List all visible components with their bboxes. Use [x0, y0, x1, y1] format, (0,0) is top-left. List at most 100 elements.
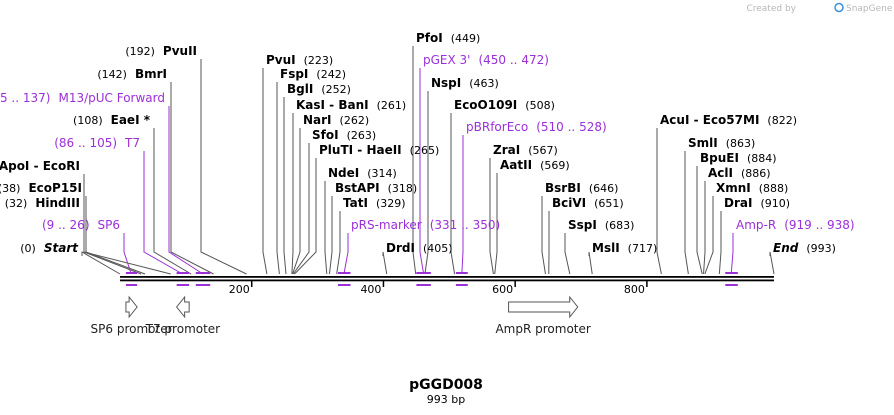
enzyme-name: Start: [44, 241, 79, 255]
connector-amp-r: [730, 233, 734, 275]
feature-name: Amp-R: [736, 218, 776, 232]
site-position: (863): [726, 137, 756, 150]
connector-fspi: [276, 82, 280, 275]
label-bmri: BmrI (142): [97, 67, 167, 81]
site-position: (569): [540, 159, 570, 172]
label-pfoi: PfoI (449): [416, 31, 480, 45]
enzyme-name: BpuEI: [700, 151, 739, 165]
label-bsrbi: BsrBI (646): [545, 181, 618, 195]
site-position: (108): [73, 114, 103, 127]
site-position: (263): [347, 129, 377, 142]
connector-kasi-bani: [291, 113, 294, 275]
connector-bgli: [283, 97, 287, 275]
site-position: (919 .. 938): [784, 218, 854, 232]
label-bpuei: BpuEI (884): [700, 151, 777, 165]
label-acui-eco57mi: AcuI - Eco57MI (822): [660, 113, 797, 127]
connector-t7: [143, 151, 183, 275]
enzyme-name: BciVI: [552, 196, 586, 210]
label-zrai: ZraI (567): [493, 143, 558, 157]
connector-pbrforeco: [461, 135, 464, 275]
promoter-label-t7-promoter: T7 promoter: [145, 322, 221, 336]
site-position: (331 .. 350): [430, 218, 500, 232]
label-ecoo109i: EcoO109I (508): [454, 98, 555, 112]
brand-text: SnapGene: [846, 4, 893, 14]
axis-tick-label: 800: [624, 283, 645, 296]
connector-sfoi: [292, 143, 310, 275]
label-pgex-3: pGEX 3' (450 .. 472): [423, 53, 549, 67]
feature-name: T7: [124, 136, 140, 150]
connector-tati: [336, 211, 341, 275]
enzyme-name: DraI: [724, 196, 752, 210]
connector-pluti-haeii: [294, 158, 317, 275]
label-amp-r: Amp-R (919 .. 938): [736, 218, 855, 232]
label-xmni: XmnI (888): [716, 181, 788, 195]
site-position: (32): [5, 197, 28, 210]
feature-name: pGEX 3': [423, 53, 470, 67]
site-position: (449): [451, 32, 481, 45]
site-position: (318): [388, 182, 418, 195]
site-position: (265): [410, 144, 440, 157]
label-t7: T7 (86 .. 105): [54, 136, 140, 150]
enzyme-name: AcuI - Eco57MI: [660, 113, 759, 127]
enzyme-name: AatII: [500, 158, 532, 172]
label-drdi: DrdI (405): [386, 241, 453, 255]
site-position: (86 .. 105): [54, 136, 117, 150]
enzyme-name: BstAPI: [335, 181, 380, 195]
enzyme-name: SmlI: [688, 136, 718, 150]
label-bcivi: BciVI (651): [552, 196, 624, 210]
label-bgli: BglI (252): [287, 82, 351, 96]
enzyme-name: TatI: [343, 196, 368, 210]
enzyme-name: XmnI: [716, 181, 751, 195]
enzyme-name: HindIII: [35, 196, 80, 210]
enzyme-name: PfoI: [416, 31, 443, 45]
site-position: (314): [367, 167, 397, 180]
label-start: Start (0): [20, 241, 79, 255]
enzyme-name: KasI - BanI: [296, 98, 369, 112]
label-aatii: AatII (569): [500, 158, 570, 172]
site-position: (329): [376, 197, 406, 210]
enzyme-name: EcoP15I: [28, 181, 82, 195]
site-position: (651): [594, 197, 624, 210]
enzyme-name: NdeI: [328, 166, 359, 180]
enzyme-name: BmrI: [135, 67, 167, 81]
label-end: End (993): [773, 241, 836, 255]
site-position: (508): [525, 99, 555, 112]
site-position: (142): [97, 68, 127, 81]
connector-start: [81, 251, 121, 275]
site-position: (242): [316, 68, 346, 81]
enzyme-name: AclI: [708, 166, 733, 180]
label-prs-marker: pRS-marker (331 .. 350): [351, 218, 500, 232]
label-hindiii: HindIII (32): [5, 196, 80, 210]
plasmid-size: 993 bp: [427, 393, 465, 406]
label-nspi: NspI (463): [431, 76, 499, 90]
backbone-bottom-strand: [120, 279, 774, 282]
connector-prs-marker: [343, 233, 349, 275]
site-position: (822): [767, 114, 797, 127]
connector-m13-puc-forward: [168, 106, 204, 275]
site-position: (252): [321, 83, 351, 96]
credit-text: Created by: [746, 4, 796, 14]
connector-zrai: [489, 158, 494, 275]
site-position: (646): [589, 182, 619, 195]
label-sp6: SP6 (9 .. 26): [42, 218, 120, 232]
connector-bpuei: [696, 166, 703, 275]
site-position: (9 .. 26): [42, 218, 90, 232]
label-msli: MslI (717): [592, 241, 657, 255]
site-position: (884): [747, 152, 777, 165]
feature-name: SP6: [98, 218, 121, 232]
enzyme-name: EcoO109I: [454, 98, 517, 112]
backbone-top-strand: [120, 276, 774, 278]
enzyme-name: PvuII: [163, 44, 197, 58]
label-acli: AclI (886): [708, 166, 771, 180]
connector-drai: [718, 211, 722, 275]
dna-backbone: [120, 276, 774, 282]
promoter-arrow-ampr-promoter: [508, 295, 579, 319]
connector-pfoi: [412, 46, 417, 275]
label-bstapi: BstAPI (318): [335, 181, 417, 195]
connector-end: [769, 251, 775, 275]
label-eaei: EaeI * (108): [73, 113, 151, 127]
connector-acui-eco57mi: [656, 128, 662, 275]
site-position: (510 .. 528): [536, 120, 606, 134]
site-position: (192): [125, 45, 155, 58]
